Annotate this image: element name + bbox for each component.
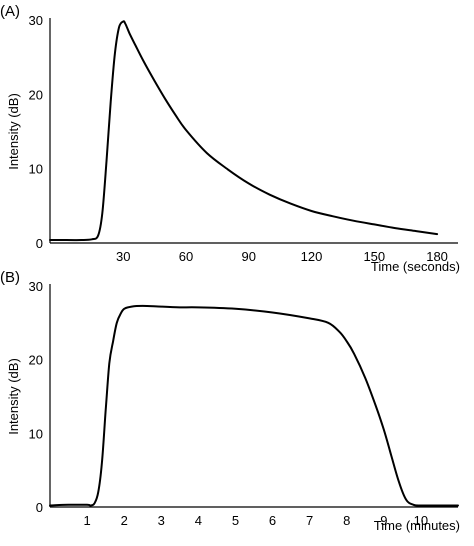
x-tick-label-b: 2: [121, 513, 128, 528]
y-tick-label-a: 30: [29, 13, 43, 28]
x-tick-label-a: 90: [242, 249, 256, 264]
y-tick-label-b: 30: [29, 279, 43, 294]
y-tick-label-b: 0: [36, 500, 43, 515]
y-tick-label-b: 10: [29, 426, 43, 441]
x-tick-label-b: 3: [158, 513, 165, 528]
x-tick-label-a: 180: [426, 249, 448, 264]
y-tick-label-a: 0: [36, 236, 43, 251]
y-axis-title-a: Intensity (dB): [6, 93, 21, 170]
x-axis-title-b: Time (minutes): [374, 518, 460, 533]
x-tick-label-b: 9: [380, 513, 387, 528]
x-tick-label-b: 4: [195, 513, 202, 528]
y-tick-label-a: 10: [29, 162, 43, 177]
y-tick-label-a: 20: [29, 87, 43, 102]
x-tick-label-b: 6: [269, 513, 276, 528]
x-tick-label-b: 8: [343, 513, 350, 528]
y-axis-title-b: Intensity (dB): [6, 358, 21, 435]
x-tick-label-a: 120: [301, 249, 323, 264]
x-axis-title-a: Time (seconds): [371, 259, 460, 274]
x-tick-label-a: 150: [363, 249, 385, 264]
y-tick-label-b: 20: [29, 353, 43, 368]
x-tick-label-b: 5: [232, 513, 239, 528]
x-tick-label-b: 1: [83, 513, 90, 528]
x-tick-label-a: 30: [116, 249, 130, 264]
x-tick-label-b: 10: [414, 513, 428, 528]
x-tick-label-b: 7: [306, 513, 313, 528]
x-tick-label-a: 60: [179, 249, 193, 264]
panel-label-a: (A): [0, 3, 20, 20]
series-line-b-0: [49, 304, 459, 507]
series-line-a-0: [49, 20, 439, 242]
panel-label-b: (B): [0, 269, 20, 286]
